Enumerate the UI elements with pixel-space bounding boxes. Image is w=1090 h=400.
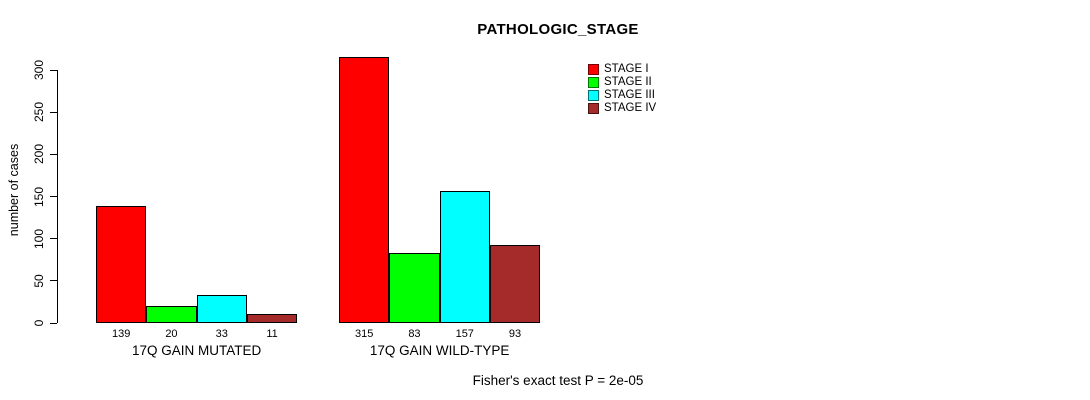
bar	[196, 295, 247, 323]
bar-value-label: 33	[215, 328, 228, 340]
bar	[439, 190, 490, 323]
y-tick	[50, 69, 57, 71]
legend-item: STAGE I	[588, 63, 656, 76]
y-tick-label: 0	[32, 319, 46, 327]
bar	[339, 57, 390, 323]
bar	[489, 244, 541, 323]
legend-item: STAGE II	[588, 76, 656, 89]
bar-value-label: 83	[408, 328, 421, 340]
legend-label: STAGE II	[604, 76, 652, 88]
bar-value-label: 93	[508, 328, 522, 340]
legend-swatch	[588, 77, 599, 88]
y-tick-label: 150	[32, 186, 46, 207]
y-tick-label: 250	[32, 102, 46, 123]
y-tick-label: 50	[32, 274, 46, 288]
group-label: 17Q GAIN WILD-TYPE	[369, 343, 510, 358]
y-axis	[57, 70, 58, 323]
y-tick	[50, 238, 57, 240]
legend-item: STAGE III	[588, 89, 656, 102]
y-tick-label: 100	[32, 228, 46, 249]
legend-label: STAGE I	[604, 63, 649, 75]
legend: STAGE I STAGE II STAGE III STAGE IV	[588, 63, 656, 115]
legend-swatch	[588, 64, 599, 75]
y-tick	[50, 280, 57, 282]
bar	[96, 205, 147, 323]
y-axis-label: number of cases	[7, 143, 21, 237]
legend-label: STAGE III	[604, 89, 655, 101]
y-tick	[50, 196, 57, 197]
legend-swatch	[588, 103, 599, 114]
legend-swatch	[588, 90, 599, 101]
legend-item: STAGE IV	[588, 102, 656, 115]
bar-value-label: 139	[111, 328, 131, 340]
y-tick	[50, 111, 57, 113]
y-tick-label: 200	[32, 144, 46, 165]
bar	[246, 313, 298, 323]
y-tick	[50, 153, 57, 155]
bar-value-label: 157	[455, 328, 474, 340]
bar	[146, 306, 197, 323]
bar	[389, 253, 440, 323]
y-tick-label: 300	[32, 59, 46, 81]
y-tick	[50, 322, 57, 324]
group-label: 17Q GAIN MUTATED	[131, 343, 262, 358]
stat-annotation: Fisher's exact test P = 2e-05	[472, 373, 644, 388]
bar-value-label: 315	[354, 328, 374, 340]
bar-value-label: 20	[165, 328, 178, 340]
chart-title: PATHOLOGIC_STAGE	[477, 21, 639, 38]
bar-value-label: 11	[266, 328, 278, 340]
legend-label: STAGE IV	[604, 102, 657, 114]
